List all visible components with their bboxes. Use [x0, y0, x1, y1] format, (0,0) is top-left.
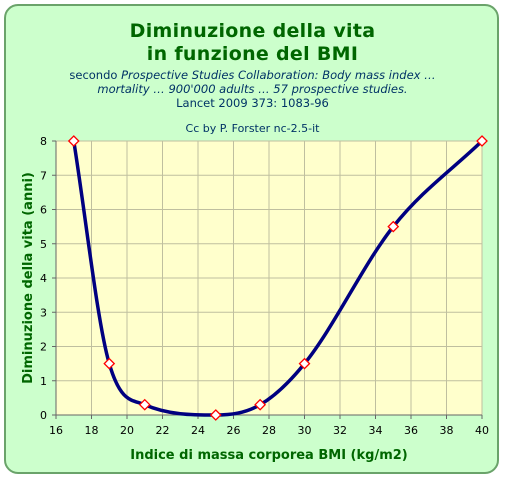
x-tick-label: 32 [333, 424, 347, 437]
x-axis-ticks: 16 18 20 22 24 26 28 30 32 34 36 38 40 [49, 415, 489, 437]
y-tick-label: 5 [40, 238, 47, 251]
x-tick-label: 24 [191, 424, 205, 437]
data-point-marker [209, 409, 222, 421]
data-point-marker [67, 135, 80, 147]
data-point-marker [476, 135, 488, 147]
x-axis-label: Indice di massa corporea BMI (kg/m2) [130, 448, 407, 463]
y-tick-label: 8 [40, 135, 47, 148]
y-axis-label: Diminuzione della vita (anni) [21, 172, 36, 384]
chart-title-line2: in funzione del BMI [146, 43, 359, 65]
subtitle-prefix: secondo [69, 68, 122, 82]
data-point-marker [138, 398, 151, 411]
x-tick-label: 30 [298, 424, 312, 437]
data-point-marker [254, 398, 267, 411]
y-tick-label: 7 [40, 169, 47, 182]
subtitle-line2: mortality … 900'000 adults … 57 prospect… [97, 82, 408, 96]
x-tick-label: 26 [227, 424, 241, 437]
data-point-marker [298, 357, 311, 370]
y-tick-label: 6 [40, 204, 47, 217]
x-tick-label: 20 [120, 424, 134, 437]
y-tick-label: 3 [40, 306, 47, 319]
subtitle-line1: secondo Prospective Studies Collaboratio… [0, 68, 505, 82]
subtitle-italic: Prospective Studies Collaboration: Body … [121, 68, 436, 82]
data-point-marker [387, 220, 400, 233]
y-tick-label: 4 [40, 272, 47, 285]
y-tick-label: 0 [40, 409, 47, 422]
x-tick-label: 18 [85, 424, 99, 437]
y-tick-label: 2 [40, 341, 47, 354]
chart-title-line1: Diminuzione della vita [129, 20, 376, 42]
y-axis-ticks: 0 1 2 3 4 5 6 7 8 [40, 135, 56, 422]
x-tick-label: 28 [262, 424, 276, 437]
x-tick-label: 38 [440, 424, 454, 437]
credit-text: Cc by P. Forster nc-2.5-it [185, 122, 320, 135]
series-markers [67, 135, 488, 421]
x-tick-label: 34 [369, 424, 383, 437]
x-tick-label: 40 [475, 424, 489, 437]
y-tick-label: 1 [40, 375, 47, 388]
x-tick-label: 22 [156, 424, 170, 437]
data-point-marker [103, 357, 116, 370]
subtitle-line3: Lancet 2009 373: 1083-96 [176, 96, 329, 110]
x-tick-label: 16 [49, 424, 63, 437]
x-tick-label: 36 [404, 424, 418, 437]
